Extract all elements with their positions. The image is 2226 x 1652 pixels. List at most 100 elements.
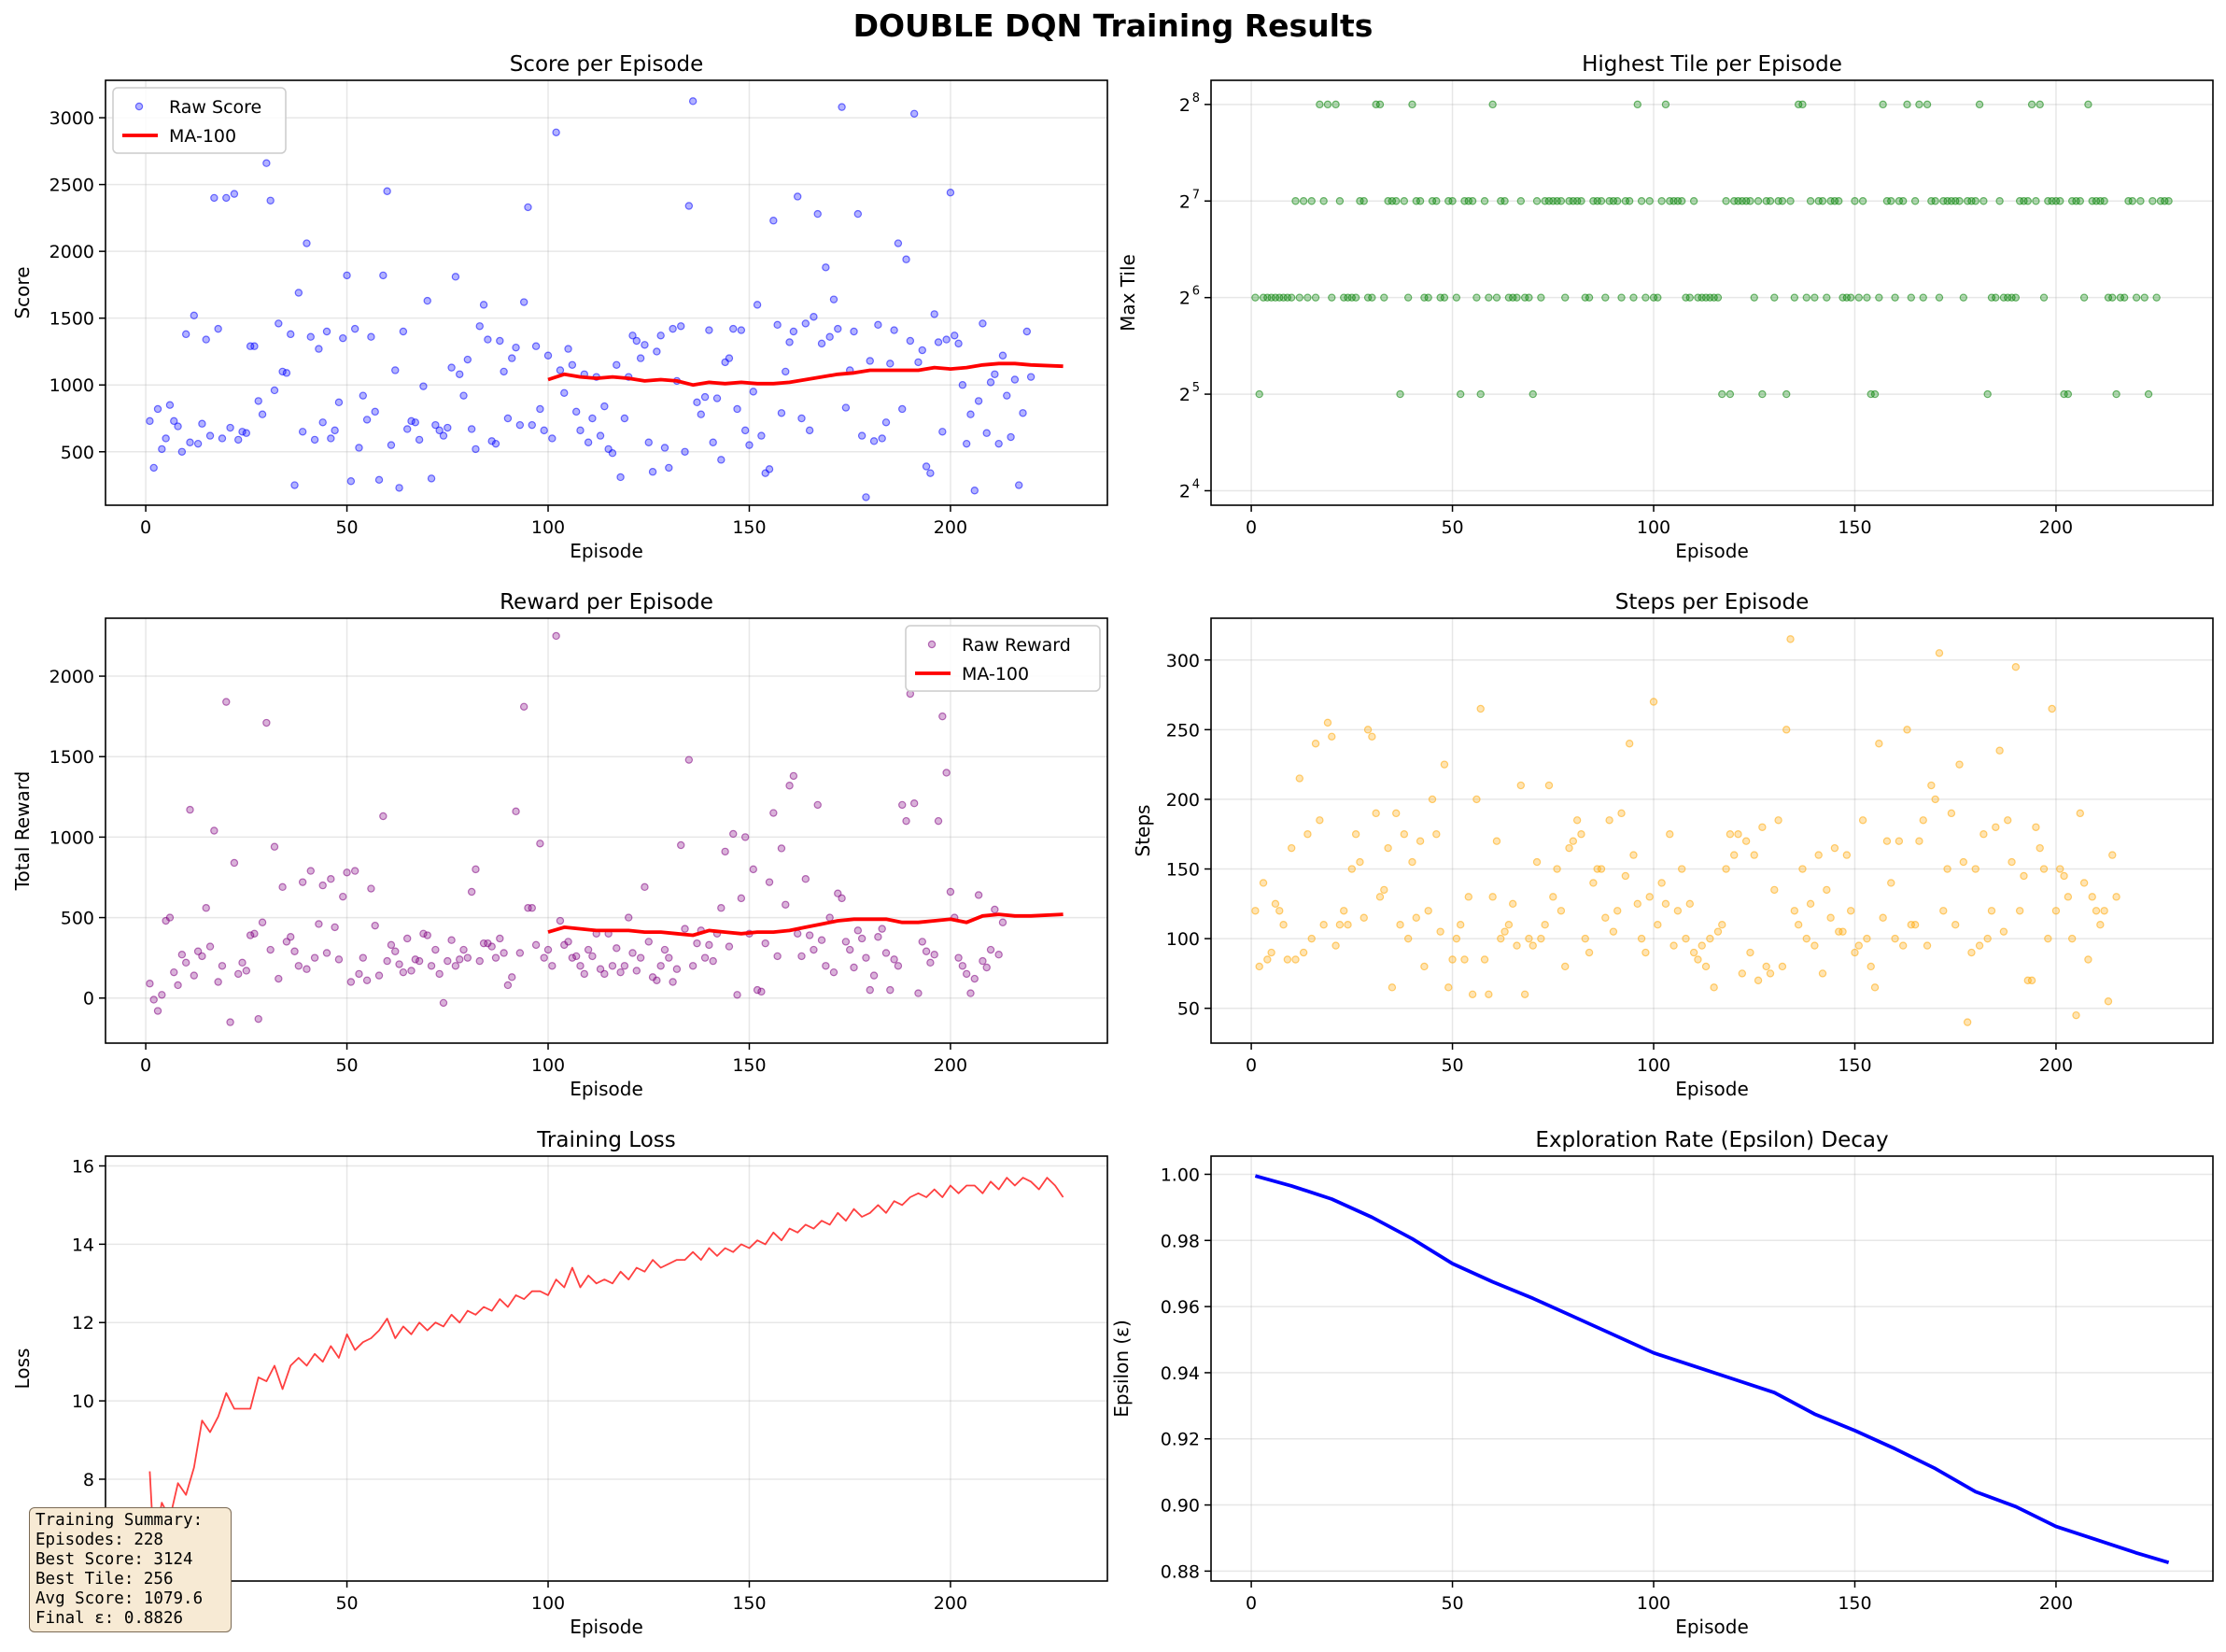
scatter-point bbox=[616, 473, 625, 482]
scatter-point bbox=[447, 936, 456, 944]
scatter-point bbox=[327, 875, 335, 883]
scatter-point bbox=[1271, 293, 1280, 302]
scatter-point bbox=[1995, 197, 2004, 205]
scatter-point bbox=[395, 960, 403, 968]
scatter-point bbox=[1826, 197, 1835, 205]
scatter-point bbox=[1428, 197, 1437, 205]
scatter-point bbox=[491, 953, 500, 962]
scatter-point bbox=[1581, 293, 1589, 302]
scatter-point bbox=[1601, 293, 1610, 302]
scatter-point bbox=[1718, 389, 1726, 399]
scatter-point bbox=[1403, 293, 1413, 302]
scatter-point bbox=[1673, 907, 1683, 915]
scatter-point bbox=[1750, 293, 1758, 302]
scatter-point bbox=[411, 418, 420, 427]
scatter-point bbox=[1460, 955, 1469, 964]
scatter-point bbox=[2060, 871, 2068, 881]
scatter-point bbox=[1432, 830, 1441, 839]
scatter-point bbox=[1283, 293, 1292, 302]
scatter-point bbox=[1436, 927, 1444, 936]
scatter-point bbox=[2136, 197, 2145, 205]
x-tick-label: 0 bbox=[140, 1055, 151, 1076]
scatter-point bbox=[331, 426, 339, 435]
scatter-point bbox=[1456, 920, 1465, 929]
scatter-point bbox=[1368, 293, 1376, 302]
scatter-point bbox=[1685, 899, 1694, 909]
scatter-point bbox=[1891, 293, 1899, 302]
scatter-point bbox=[805, 426, 814, 435]
scatter-point bbox=[1802, 934, 1810, 943]
scatter-point bbox=[1931, 197, 1939, 205]
scatter-point bbox=[174, 422, 182, 431]
scatter-point bbox=[709, 956, 717, 966]
scatter-point bbox=[918, 938, 926, 946]
scatter-point bbox=[1307, 934, 1316, 943]
y-axis-label: Max Tile bbox=[1117, 254, 1139, 332]
y-tick-label: 200 bbox=[1166, 790, 1200, 811]
scatter-point bbox=[1323, 100, 1332, 109]
scatter-point bbox=[576, 962, 585, 970]
scatter-point bbox=[1766, 969, 1775, 978]
scatter-point bbox=[712, 394, 722, 402]
scatter-point bbox=[1520, 293, 1529, 302]
scatter-point bbox=[519, 702, 528, 711]
y-axis-label: Score bbox=[11, 266, 34, 318]
scatter-point bbox=[1525, 934, 1533, 943]
scatter-point bbox=[1472, 293, 1481, 302]
scatter-point bbox=[1637, 934, 1646, 943]
scatter-point bbox=[697, 410, 705, 418]
scatter-point bbox=[962, 439, 971, 448]
scatter-point bbox=[1770, 885, 1779, 895]
scatter-point bbox=[543, 945, 553, 954]
scatter-point bbox=[1593, 197, 1601, 205]
scatter-point bbox=[1923, 941, 1932, 950]
scatter-point bbox=[306, 867, 315, 875]
scatter-point bbox=[1303, 293, 1312, 302]
scatter-point bbox=[346, 477, 356, 486]
scatter-point bbox=[1774, 197, 1782, 205]
scatter-point bbox=[1432, 197, 1441, 205]
scatter-point bbox=[500, 367, 508, 376]
scatter-point bbox=[210, 193, 218, 203]
scatter-point bbox=[1694, 955, 1702, 964]
scatter-point bbox=[825, 913, 834, 922]
scatter-point bbox=[1609, 927, 1618, 936]
scatter-point bbox=[769, 217, 778, 225]
axes-frame bbox=[1210, 1155, 2214, 1582]
scatter-point bbox=[584, 945, 593, 954]
scatter-point bbox=[1754, 197, 1763, 205]
scatter-point bbox=[524, 904, 532, 912]
scatter-point bbox=[1287, 293, 1296, 302]
scatter-point bbox=[294, 962, 303, 970]
scatter-point bbox=[1520, 990, 1529, 998]
scatter-point bbox=[1814, 851, 1823, 859]
scatter-point bbox=[580, 969, 588, 979]
scatter-point bbox=[1003, 391, 1011, 400]
scatter-point bbox=[2120, 293, 2129, 302]
scatter-point bbox=[1992, 293, 2000, 302]
scatter-point bbox=[1677, 197, 1686, 205]
scatter-point bbox=[1666, 830, 1674, 839]
x-axis-label: Episode bbox=[1675, 540, 1749, 562]
y-tick-label: 14 bbox=[72, 1235, 94, 1255]
scatter-point bbox=[881, 418, 891, 427]
x-tick-label: 50 bbox=[1441, 1593, 1463, 1614]
scatter-point bbox=[350, 324, 359, 333]
scatter-point bbox=[266, 945, 275, 954]
scatter-point bbox=[1694, 293, 1702, 302]
scatter-point bbox=[508, 973, 516, 981]
scatter-point bbox=[367, 884, 375, 893]
scatter-point bbox=[1597, 865, 1606, 873]
scatter-point bbox=[2015, 197, 2024, 205]
scatter-point bbox=[838, 894, 846, 903]
scatter-point bbox=[1492, 837, 1501, 845]
scatter-point bbox=[2108, 293, 2117, 302]
scatter-point bbox=[850, 327, 858, 336]
scatter-point bbox=[934, 816, 943, 826]
scatter-point bbox=[665, 463, 673, 473]
scatter-point bbox=[1823, 885, 1831, 895]
scatter-point bbox=[315, 920, 323, 928]
scatter-point bbox=[1895, 197, 1904, 205]
scatter-point bbox=[898, 404, 907, 414]
scatter-point bbox=[2008, 857, 2016, 867]
